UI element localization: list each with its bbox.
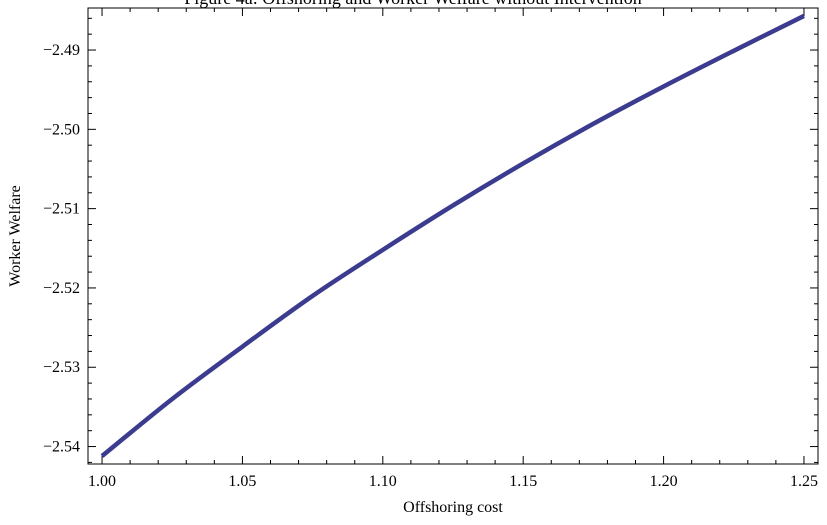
y-tick-label: −2.54 xyxy=(43,439,80,456)
y-tick-label: −2.49 xyxy=(43,42,80,59)
x-tick-label: 1.20 xyxy=(650,473,678,490)
y-tick-label: −2.52 xyxy=(43,280,80,297)
x-tick-label: 1.15 xyxy=(509,473,537,490)
y-axis-label: Worker Welfare xyxy=(7,185,24,287)
y-tick-label: −2.51 xyxy=(43,201,80,218)
x-tick-label: 1.10 xyxy=(369,473,397,490)
ticks-layer: 1.00 1.05 1.10 1.15 1.20 1.25 −2.54 −2.53 −2.52 −… xyxy=(43,8,818,490)
x-axis-label: Offshoring cost xyxy=(403,499,503,516)
y-tick-label: −2.53 xyxy=(43,359,80,376)
x-tick-label: 1.05 xyxy=(228,473,256,490)
y-tick-label: −2.50 xyxy=(43,121,80,138)
x-tick-label: 1.00 xyxy=(88,473,116,490)
x-tick-label: 1.25 xyxy=(790,473,818,490)
chart-title: Figure 4a: Offshoring and Worker Welfare… xyxy=(184,0,642,8)
plot-frame xyxy=(87,7,819,465)
series-line xyxy=(100,13,805,458)
series-layer xyxy=(100,13,805,458)
